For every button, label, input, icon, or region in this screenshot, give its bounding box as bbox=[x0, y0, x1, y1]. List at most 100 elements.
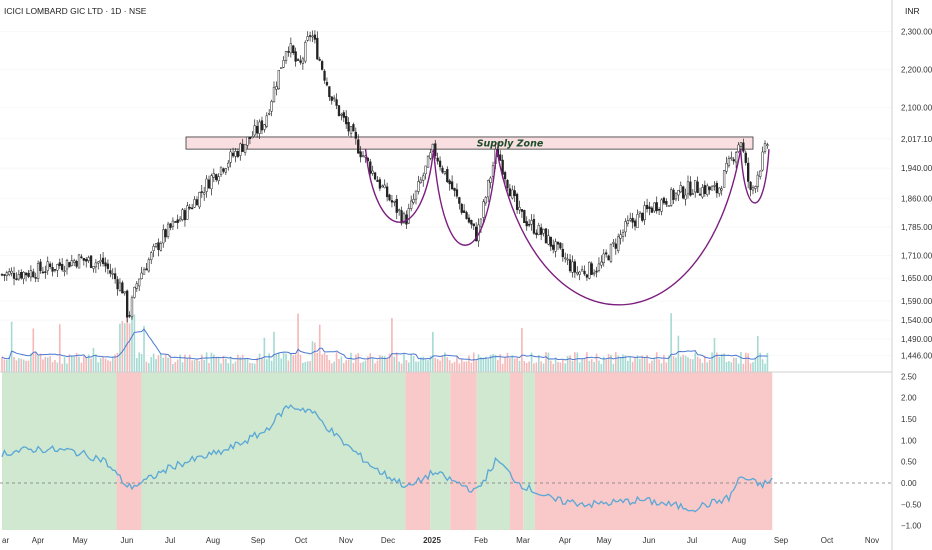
candle-body bbox=[422, 175, 425, 181]
volume-bar bbox=[85, 356, 88, 372]
volume-bar bbox=[241, 354, 244, 372]
volume-bar bbox=[571, 360, 574, 372]
volume-bars bbox=[1, 312, 769, 372]
volume-bar bbox=[188, 354, 191, 372]
volume-bar bbox=[287, 360, 290, 372]
volume-bar bbox=[116, 352, 119, 372]
cup-curve bbox=[364, 149, 435, 223]
candle-body bbox=[299, 60, 302, 63]
volume-bar bbox=[340, 356, 343, 372]
candle-body bbox=[5, 272, 8, 276]
volume-bar bbox=[13, 356, 15, 372]
candle-body bbox=[263, 124, 266, 130]
volume-bar bbox=[559, 362, 562, 372]
volume-bar bbox=[371, 358, 374, 372]
volume-bar bbox=[6, 359, 8, 372]
candle-body bbox=[205, 178, 208, 192]
volume-bar bbox=[42, 359, 44, 372]
candle-body bbox=[629, 218, 632, 221]
candle-body bbox=[219, 166, 223, 175]
candle-body bbox=[123, 291, 126, 294]
volume-bar bbox=[513, 358, 516, 372]
volume-bar bbox=[335, 352, 338, 372]
volume-bar bbox=[651, 360, 653, 372]
candle-body bbox=[41, 271, 45, 274]
oscillator-zone bbox=[534, 372, 773, 530]
candle-body bbox=[178, 218, 182, 222]
candle-body bbox=[499, 154, 502, 161]
volume-bar bbox=[744, 352, 747, 372]
volume-bar bbox=[643, 357, 646, 372]
volume-bar bbox=[730, 362, 733, 372]
candle-body bbox=[246, 136, 249, 146]
volume-bar bbox=[732, 357, 735, 372]
oscillator-zone bbox=[523, 372, 535, 530]
time-tick-label: Feb bbox=[474, 536, 488, 545]
volume-bar bbox=[54, 360, 56, 372]
candle-body bbox=[556, 241, 560, 245]
candle-body bbox=[207, 179, 211, 189]
candle-body bbox=[669, 189, 673, 206]
volume-bar bbox=[381, 355, 384, 372]
volume-bar bbox=[148, 363, 150, 372]
candle-body bbox=[147, 259, 150, 272]
candle-body bbox=[198, 192, 201, 208]
candle-body bbox=[77, 254, 81, 269]
candle-body bbox=[638, 211, 642, 214]
candle-body bbox=[376, 179, 379, 182]
volume-bar bbox=[145, 361, 148, 372]
volume-bar bbox=[234, 361, 237, 372]
candle-body bbox=[742, 142, 745, 152]
price-tick-label: 1,785.00 bbox=[901, 223, 932, 232]
oscillator-tick-label: 0.50 bbox=[901, 458, 917, 467]
candle-body bbox=[174, 221, 177, 223]
volume-bar bbox=[540, 361, 542, 372]
volume-bar bbox=[78, 356, 80, 372]
candle-body bbox=[388, 194, 391, 201]
candle-body bbox=[308, 35, 312, 37]
candle-body bbox=[424, 165, 427, 175]
volume-bar bbox=[386, 358, 388, 372]
candle-body bbox=[763, 143, 767, 152]
candle-body bbox=[542, 228, 545, 234]
candle-body bbox=[118, 282, 122, 291]
candle-body bbox=[472, 223, 475, 227]
price-axis[interactable]: 2,300.00 2,200.00 2,100.00 2,017.10 1,940.00… bbox=[901, 27, 932, 360]
supply-zone[interactable] bbox=[185, 136, 754, 150]
candle-body bbox=[39, 261, 42, 271]
candle-body bbox=[15, 278, 18, 281]
time-axis[interactable]: ar Apr May Jun Jul Aug Sep Oct Nov Dec 2025 Feb Mar A… bbox=[2, 536, 879, 545]
candle-body bbox=[595, 270, 598, 273]
volume-bar bbox=[111, 356, 114, 372]
volume-bar bbox=[636, 355, 639, 372]
volume-bar bbox=[369, 353, 372, 372]
candle-body bbox=[636, 214, 639, 228]
candle-body bbox=[138, 278, 141, 287]
candle-body bbox=[511, 189, 514, 199]
candle-body bbox=[614, 243, 617, 249]
volume-bar bbox=[639, 359, 641, 372]
cup-curve bbox=[740, 149, 770, 204]
volume-bar bbox=[314, 342, 316, 372]
volume-bar bbox=[278, 353, 280, 372]
volume-bar bbox=[18, 358, 20, 372]
volume-bar bbox=[677, 335, 680, 372]
candle-body bbox=[713, 185, 716, 187]
oscillator-axis[interactable]: 2.50 2.00 1.50 1.00 0.50 0.00 −0.50 −1.00 bbox=[901, 372, 922, 530]
candle-body bbox=[643, 205, 646, 221]
candle-body bbox=[99, 259, 102, 263]
candle-body bbox=[580, 269, 584, 272]
candle-body bbox=[703, 185, 706, 194]
candle-body bbox=[166, 223, 170, 237]
volume-bar bbox=[63, 356, 66, 372]
volume-bar bbox=[516, 357, 518, 372]
candle-body bbox=[333, 97, 336, 100]
cup-curve bbox=[432, 149, 498, 246]
oscillator-tick-label: 1.50 bbox=[901, 415, 917, 424]
volume-bar bbox=[237, 354, 239, 372]
candle-body bbox=[320, 61, 324, 70]
volume-bar bbox=[403, 354, 405, 372]
volume-bar bbox=[90, 358, 92, 372]
candle-body bbox=[10, 270, 13, 274]
